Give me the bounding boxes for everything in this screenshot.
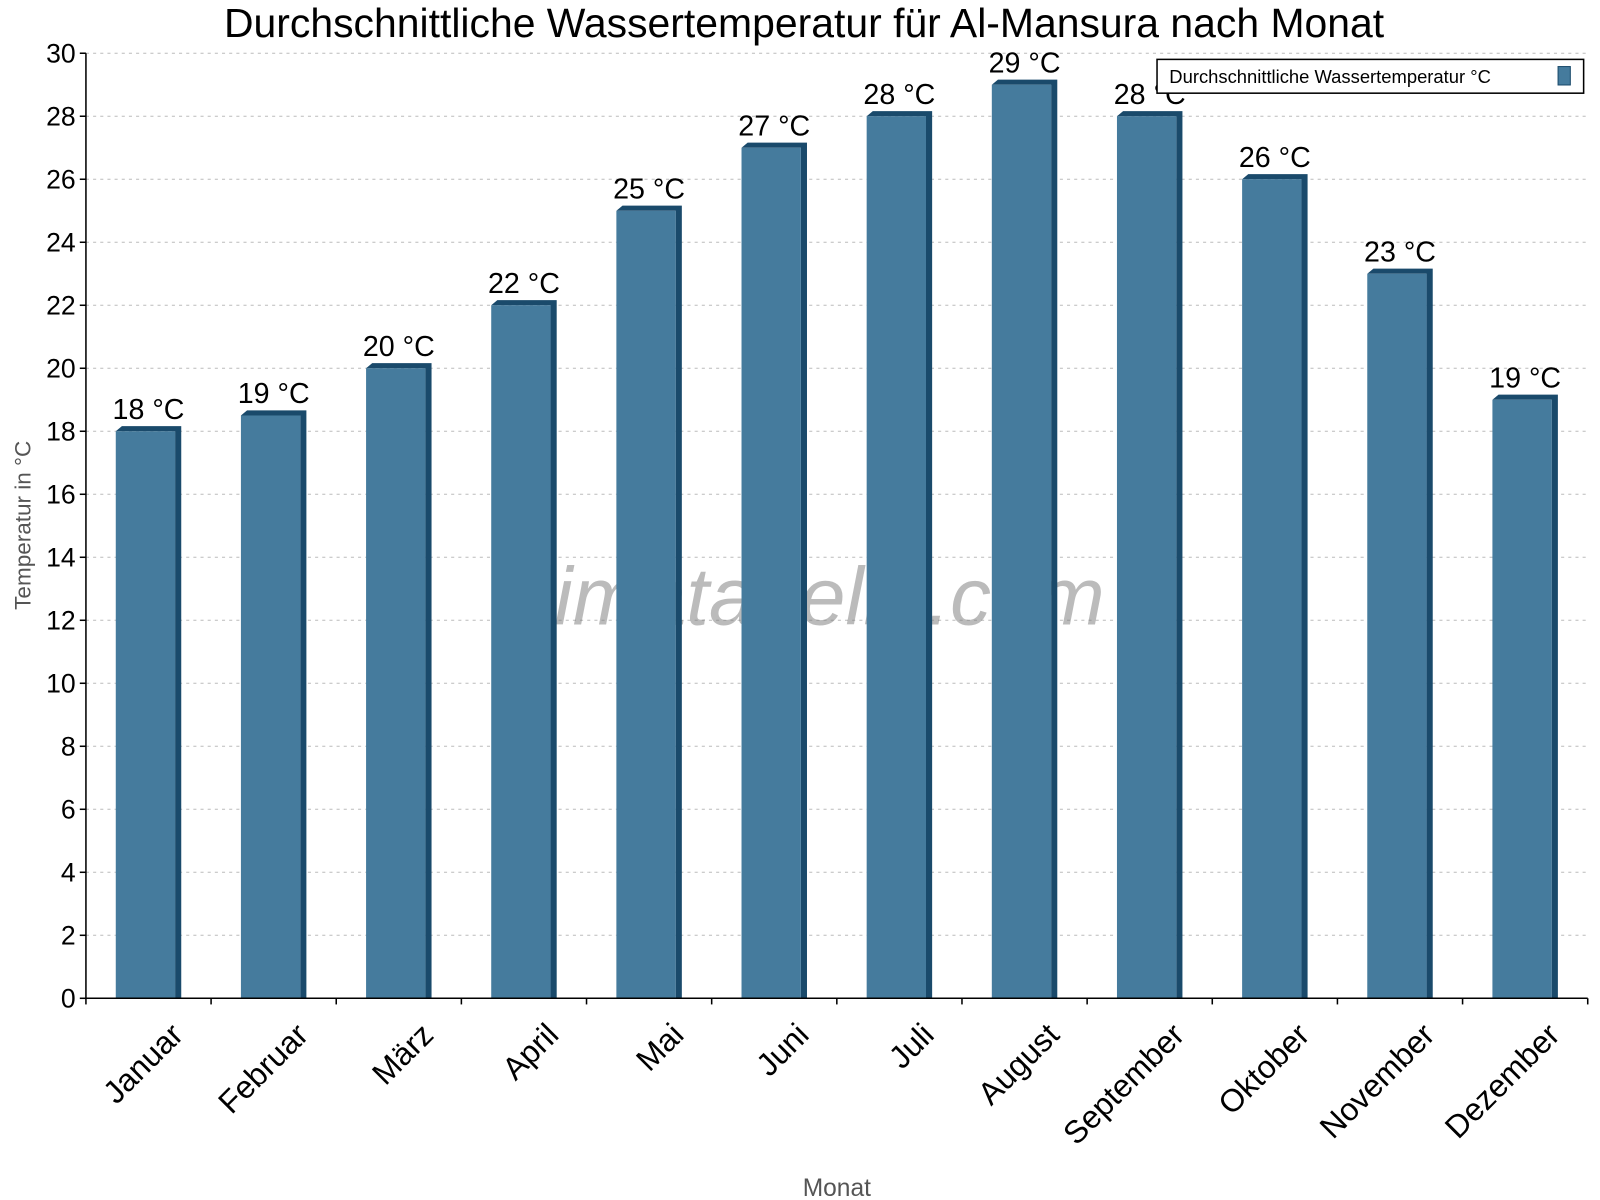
bar-group: 28 °C bbox=[863, 79, 935, 999]
bar bbox=[866, 116, 927, 999]
y-tick-label: 26 bbox=[46, 164, 76, 194]
y-tick-label: 12 bbox=[46, 605, 76, 635]
legend-label: Durchschnittliche Wassertemperatur °C bbox=[1169, 66, 1491, 87]
data-label: 19 °C bbox=[238, 378, 310, 410]
x-axis-label: Monat bbox=[803, 1175, 871, 1200]
bar-group: 22 °C bbox=[488, 268, 560, 999]
y-tick-label: 8 bbox=[61, 731, 76, 761]
x-tick-label: Mai bbox=[629, 1016, 691, 1078]
y-tick-label: 2 bbox=[61, 920, 76, 950]
y-tick-label: 24 bbox=[46, 227, 76, 257]
bar bbox=[1492, 399, 1552, 999]
x-tick-label: März bbox=[365, 1016, 440, 1091]
bar-group: 19 °C bbox=[1489, 362, 1561, 999]
y-tick-label: 30 bbox=[46, 38, 76, 68]
x-tick-label: Februar bbox=[211, 1016, 315, 1120]
bar bbox=[1242, 179, 1302, 999]
x-tick-label: Dezember bbox=[1438, 1016, 1567, 1145]
grid-lines bbox=[85, 52, 1588, 936]
x-tick-label: Juni bbox=[749, 1016, 816, 1083]
data-label: 27 °C bbox=[738, 110, 810, 142]
x-tick-label: Januar bbox=[96, 1016, 190, 1110]
y-tick-label: 10 bbox=[46, 668, 76, 698]
data-label: 29 °C bbox=[989, 47, 1061, 79]
y-tick-label: 0 bbox=[61, 983, 76, 1013]
bar-group: 27 °C bbox=[738, 110, 810, 999]
bar bbox=[491, 305, 551, 999]
data-label: 20 °C bbox=[363, 331, 435, 363]
x-tick-label: November bbox=[1312, 1016, 1441, 1145]
bar bbox=[991, 84, 1052, 999]
bar-group: 23 °C bbox=[1364, 236, 1436, 999]
y-tick-label: 20 bbox=[46, 353, 76, 383]
data-label: 22 °C bbox=[488, 268, 560, 300]
bar bbox=[240, 415, 301, 999]
bar bbox=[366, 368, 426, 999]
y-tick-label: 4 bbox=[61, 857, 76, 887]
x-tick-label: September bbox=[1056, 1016, 1191, 1152]
bar-group: 28 °C bbox=[1114, 79, 1186, 999]
bar-group: 29 °C bbox=[989, 47, 1061, 999]
x-tick-label: Juli bbox=[882, 1016, 941, 1075]
y-axis-label: Temperatur in °C bbox=[11, 441, 36, 610]
data-label: 19 °C bbox=[1489, 362, 1561, 394]
y-tick-label: 14 bbox=[46, 542, 76, 572]
bar-group: 18 °C bbox=[113, 394, 185, 999]
legend-box bbox=[1156, 58, 1585, 94]
bar-group: 26 °C bbox=[1239, 142, 1311, 999]
bar-group: 25 °C bbox=[613, 173, 685, 999]
data-label: 23 °C bbox=[1364, 236, 1436, 268]
bar bbox=[1367, 273, 1427, 999]
y-tick-label: 28 bbox=[46, 101, 76, 131]
y-tick-label: 22 bbox=[46, 290, 76, 320]
data-label: 25 °C bbox=[613, 173, 685, 205]
data-label: 18 °C bbox=[113, 394, 185, 426]
bar bbox=[1116, 116, 1177, 999]
data-label: 28 °C bbox=[863, 79, 935, 111]
bar bbox=[616, 210, 676, 999]
x-tick-label: August bbox=[971, 1016, 1066, 1111]
y-tick-label: 18 bbox=[46, 416, 76, 446]
bar-group: 20 °C bbox=[363, 331, 435, 999]
legend: Durchschnittliche Wassertemperatur °C bbox=[1156, 58, 1585, 94]
bars: 18 °C 19 °C 20 °C 22 °C 25 °C 27 °C 28 °C 29 °C… bbox=[113, 47, 1561, 999]
bar bbox=[115, 431, 176, 999]
bar-group: 19 °C bbox=[238, 378, 310, 999]
bar bbox=[741, 147, 801, 999]
chart-title: Durchschnittliche Wassertemperatur für A… bbox=[224, 0, 1385, 46]
data-label: 26 °C bbox=[1239, 142, 1311, 174]
x-tick-label: Oktober bbox=[1211, 1016, 1317, 1122]
y-tick-label: 16 bbox=[46, 479, 76, 509]
x-tick-label: April bbox=[495, 1016, 565, 1086]
legend-swatch bbox=[1557, 66, 1571, 86]
y-tick-label: 6 bbox=[61, 794, 76, 824]
